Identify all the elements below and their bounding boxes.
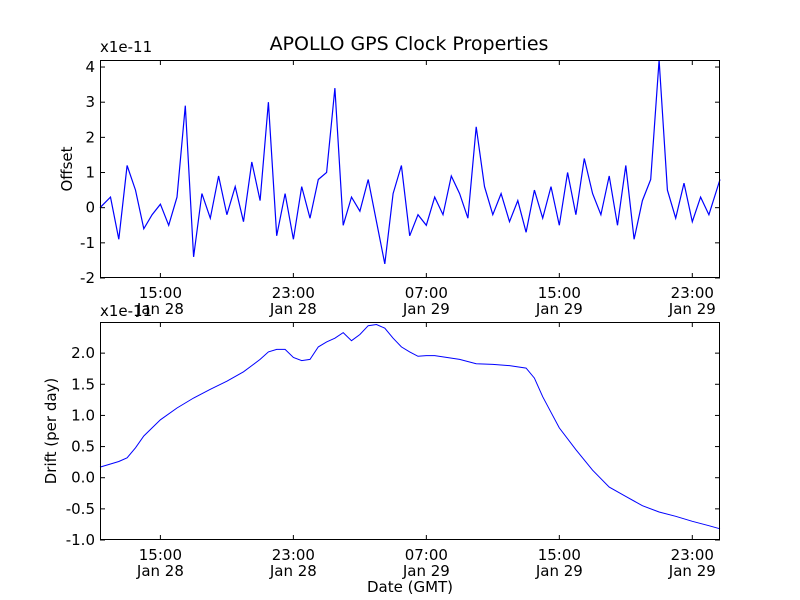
drift-multiplier-label: x1e-11 bbox=[100, 302, 152, 320]
drift-xtick-label-date: Jan 28 bbox=[136, 562, 184, 580]
drift-xtick-label-time: 15:00 bbox=[139, 546, 182, 564]
offset-xtick-label-time: 07:00 bbox=[405, 284, 448, 302]
offset-axes-frame bbox=[100, 60, 720, 278]
offset-xtick-label-date: Jan 28 bbox=[136, 300, 184, 318]
offset-ytick-label: 0 bbox=[85, 199, 95, 217]
offset-ytick-label: 4 bbox=[85, 58, 95, 76]
offset-xtick-label-time: 23:00 bbox=[671, 284, 714, 302]
drift-series-line bbox=[99, 323, 721, 530]
offset-series-line bbox=[99, 59, 721, 265]
drift-ytick-label: 0.5 bbox=[71, 438, 95, 456]
drift-xtick-label-time: 23:00 bbox=[272, 546, 315, 564]
drift-xtick-label-time: 23:00 bbox=[671, 546, 714, 564]
drift-xtick-label-date: Jan 29 bbox=[402, 562, 450, 580]
offset-multiplier-label: x1e-11 bbox=[100, 38, 152, 56]
offset-xtick-label-time: 15:00 bbox=[538, 284, 581, 302]
offset-xtick-label-date: Jan 29 bbox=[535, 300, 583, 318]
offset-ytick-label: -1 bbox=[80, 234, 95, 252]
drift-ytick-label: 1.5 bbox=[71, 375, 95, 393]
drift-panel: x1e-11 Drift (per day) Date (GMT) -1.0 -0… bbox=[42, 302, 721, 596]
drift-ylabel: Drift (per day) bbox=[42, 378, 60, 485]
drift-ytick-label: -1.0 bbox=[66, 531, 95, 549]
drift-xtick-label-time: 15:00 bbox=[538, 546, 581, 564]
offset-xtick-label-date: Jan 29 bbox=[402, 300, 450, 318]
drift-xtick-label-time: 07:00 bbox=[405, 546, 448, 564]
drift-ytick-label: -0.5 bbox=[66, 500, 95, 518]
drift-xlabel: Date (GMT) bbox=[367, 578, 453, 596]
offset-ytick-label: 1 bbox=[85, 164, 95, 182]
offset-xtick-label-date: Jan 29 bbox=[668, 300, 716, 318]
offset-ytick-label: -2 bbox=[80, 269, 95, 287]
offset-xtick-label-date: Jan 28 bbox=[269, 300, 317, 318]
drift-ytick-label: 0.0 bbox=[71, 469, 95, 487]
drift-axes-frame bbox=[100, 322, 720, 540]
offset-ytick-label: 2 bbox=[85, 128, 95, 146]
offset-ytick-label: 3 bbox=[85, 93, 95, 111]
drift-ytick-label: 2.0 bbox=[71, 344, 95, 362]
offset-xtick-label-time: 15:00 bbox=[139, 284, 182, 302]
offset-xtick-label-time: 23:00 bbox=[272, 284, 315, 302]
drift-ytick-label: 1.0 bbox=[71, 406, 95, 424]
chart-title: APOLLO GPS Clock Properties bbox=[270, 33, 549, 55]
drift-xtick-label-date: Jan 29 bbox=[535, 562, 583, 580]
drift-xtick-label-date: Jan 28 bbox=[269, 562, 317, 580]
offset-ylabel: Offset bbox=[58, 146, 76, 191]
drift-xtick-label-date: Jan 29 bbox=[668, 562, 716, 580]
